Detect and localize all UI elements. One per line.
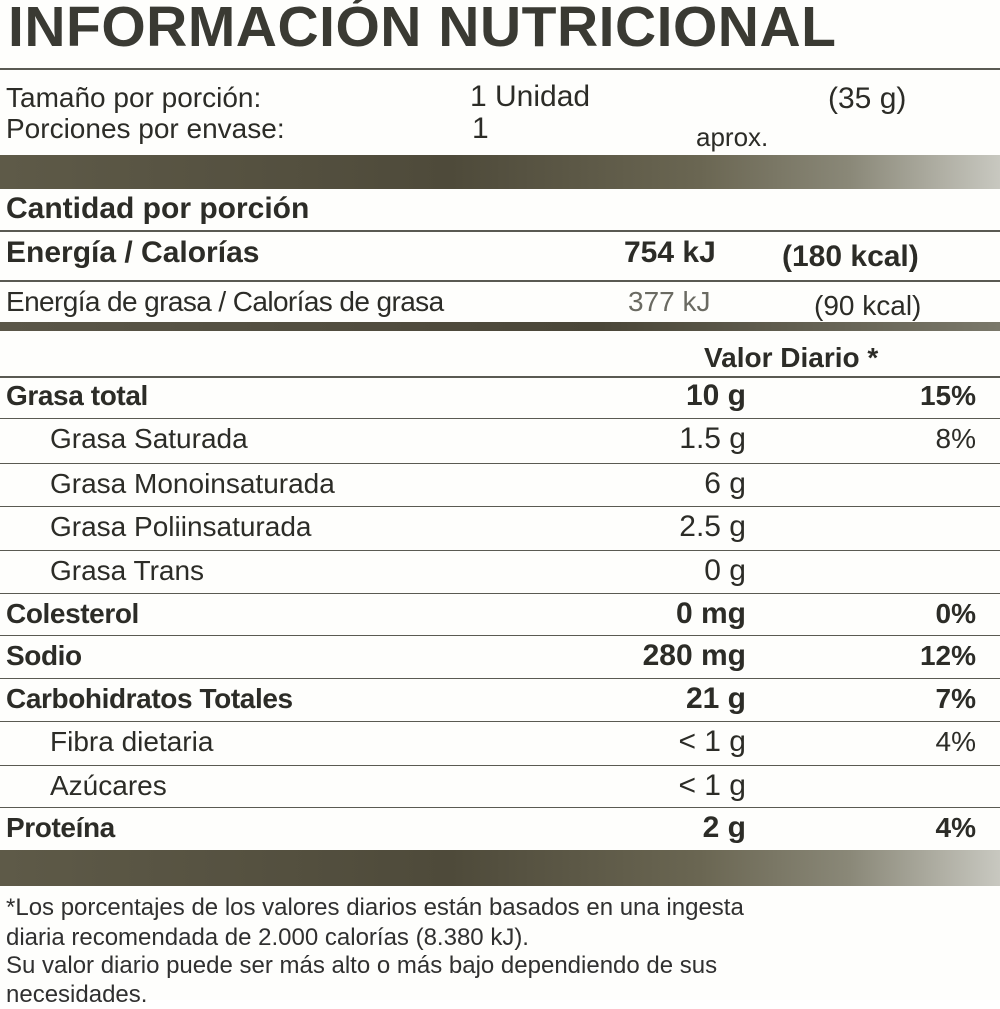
footnote-line: *Los porcentajes de los valores diarios …: [6, 894, 744, 921]
serving-size-value: 1 Unidad: [470, 80, 591, 113]
nutrient-label: Grasa total: [6, 380, 148, 411]
footnote-line: necesidades.: [6, 981, 148, 1008]
daily-value-header: Valor Diario *: [704, 342, 879, 373]
nutrient-amount: < 1 g: [678, 769, 746, 802]
nutrient-amount: 10 g: [685, 379, 746, 412]
nutrient-amount: < 1 g: [678, 725, 746, 758]
servings-per-package-value: 1: [472, 112, 489, 145]
nutrient-daily-value: 15%: [919, 380, 976, 411]
divider: [0, 807, 1000, 808]
nutrient-amount: 6 g: [704, 467, 746, 500]
divider: [0, 593, 1000, 594]
nutrient-label: Azúcares: [50, 770, 167, 801]
nutrient-label: Grasa Saturada: [50, 423, 248, 454]
nutrient-amount: 280 mg: [642, 639, 746, 672]
divider: [0, 463, 1000, 464]
servings-per-package-label: Porciones por envase:: [6, 113, 285, 144]
fat-energy-kj: 377 kJ: [628, 286, 711, 317]
divider: [0, 418, 1000, 419]
medium-divider: [0, 322, 1000, 331]
energy-kcal: (180 kcal): [782, 240, 919, 273]
nutrient-daily-value: 4%: [935, 812, 976, 843]
divider: [0, 765, 1000, 766]
nutrient-amount: 2.5 g: [679, 510, 746, 543]
divider: [0, 506, 1000, 507]
fat-energy-label: Energía de grasa / Calorías de grasa: [6, 286, 444, 317]
nutrient-label: Grasa Poliinsaturada: [50, 511, 312, 542]
nutrient-amount: 0 g: [704, 554, 746, 587]
energy-label: Energía / Calorías: [6, 236, 260, 269]
nutrient-label: Colesterol: [6, 598, 139, 629]
footnote-line: diaria recomendada de 2.000 calorías (8.…: [6, 924, 529, 951]
divider: [0, 280, 1000, 282]
nutrient-daily-value: 0%: [935, 598, 976, 629]
serving-size-weight: (35 g): [828, 82, 907, 115]
nutrient-daily-value: 8%: [935, 423, 976, 454]
energy-kj: 754 kJ: [624, 236, 716, 269]
divider: [0, 721, 1000, 722]
divider: [0, 550, 1000, 551]
divider: [0, 678, 1000, 679]
nutrient-amount: 2 g: [702, 811, 746, 844]
nutrient-amount: 21 g: [685, 682, 746, 715]
nutrient-amount: 1.5 g: [679, 422, 746, 455]
label-title: INFORMACIÓN NUTRICIONAL: [8, 0, 837, 59]
nutrient-label: Sodio: [6, 640, 82, 671]
nutrient-label: Grasa Monoinsaturada: [50, 468, 335, 499]
thick-divider: [0, 850, 1000, 886]
divider: [0, 635, 1000, 636]
nutrient-label: Carbohidratos Totales: [6, 683, 293, 714]
footnote-line: Su valor diario puede ser más alto o más…: [6, 952, 718, 979]
amount-per-serving-header: Cantidad por porción: [6, 192, 310, 225]
divider: [0, 376, 1000, 378]
divider: [0, 230, 1000, 232]
servings-per-package-note: aprox.: [696, 122, 769, 152]
nutrient-daily-value: 12%: [919, 640, 976, 671]
serving-size-label: Tamaño por porción:: [6, 82, 262, 113]
nutrient-daily-value: 4%: [935, 726, 976, 757]
nutrient-label: Grasa Trans: [50, 555, 205, 586]
divider: [0, 68, 1000, 70]
nutrient-amount: 0 mg: [675, 597, 746, 630]
fat-energy-kcal: (90 kcal): [814, 290, 922, 321]
nutrient-label: Proteína: [6, 812, 115, 843]
nutrient-daily-value: 7%: [935, 683, 976, 714]
nutrient-label: Fibra dietaria: [50, 726, 214, 757]
thick-divider: [0, 155, 1000, 189]
